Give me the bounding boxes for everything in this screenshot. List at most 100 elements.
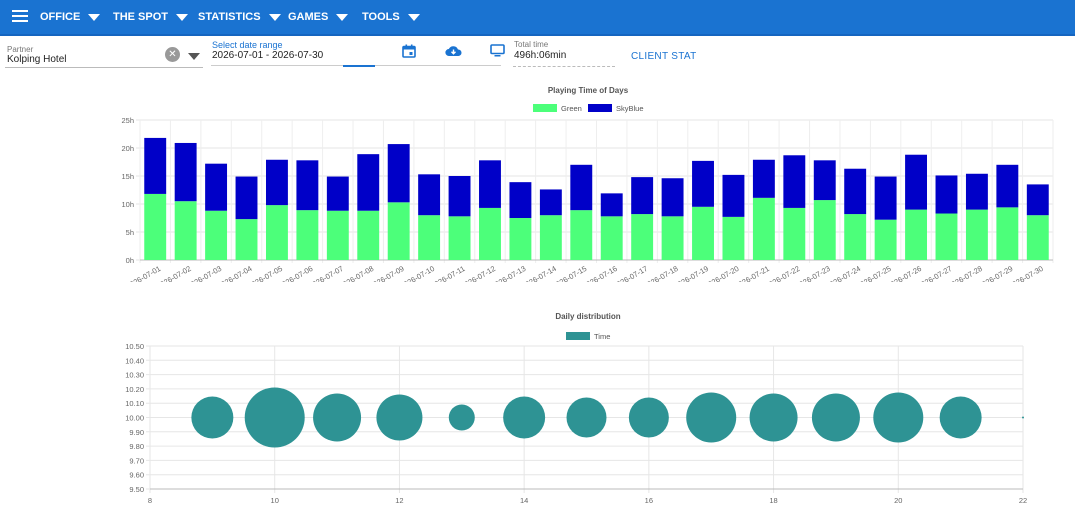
bar-green[interactable]	[722, 216, 745, 260]
bar-skyblue[interactable]	[296, 160, 319, 211]
x-tick-label: 2026-07-22	[764, 264, 802, 282]
bar-skyblue[interactable]	[418, 174, 441, 216]
bar-green[interactable]	[996, 207, 1019, 260]
bubble-point[interactable]	[749, 393, 798, 442]
bubble-point[interactable]	[376, 394, 423, 441]
x-tick-label: 2026-07-14	[520, 264, 558, 282]
bar-green[interactable]	[570, 210, 593, 260]
bar-green[interactable]	[509, 218, 532, 260]
bar-skyblue[interactable]	[631, 177, 654, 215]
nav-item-games[interactable]: GAMES	[288, 0, 349, 34]
bar-skyblue[interactable]	[1026, 184, 1049, 216]
bar-green[interactable]	[174, 201, 197, 260]
bar-skyblue[interactable]	[448, 176, 471, 217]
bar-green[interactable]	[692, 206, 714, 260]
bar-skyblue[interactable]	[235, 176, 258, 220]
bar-green[interactable]	[844, 214, 867, 260]
bar-skyblue[interactable]	[479, 160, 501, 208]
chevron-down-icon[interactable]	[188, 53, 200, 60]
bar-green[interactable]	[1026, 215, 1049, 260]
date-range-input[interactable]: 2026-07-01 - 2026-07-30	[212, 50, 324, 61]
bar-green[interactable]	[661, 216, 684, 260]
cloud-download-icon[interactable]	[445, 45, 462, 57]
bar-skyblue[interactable]	[692, 160, 714, 207]
y-tick-label: 15h	[121, 172, 134, 181]
bar-green[interactable]	[235, 219, 258, 260]
bar-skyblue[interactable]	[752, 159, 775, 198]
client-stat-link[interactable]: CLIENT STAT	[631, 51, 697, 62]
bar-skyblue[interactable]	[661, 178, 684, 217]
bar-green[interactable]	[205, 210, 228, 260]
legend-swatch-skyblue[interactable]	[588, 104, 612, 112]
bar-skyblue[interactable]	[509, 182, 532, 218]
bar-green[interactable]	[752, 197, 775, 260]
bubble-point[interactable]	[191, 396, 234, 439]
bar-green[interactable]	[874, 219, 897, 260]
bar-skyblue[interactable]	[570, 164, 593, 211]
bar-green[interactable]	[357, 210, 380, 260]
bubble-point[interactable]	[811, 393, 860, 442]
bar-skyblue[interactable]	[996, 164, 1019, 208]
bar-skyblue[interactable]	[874, 176, 897, 220]
bar-green[interactable]	[965, 209, 988, 260]
bar-skyblue[interactable]	[905, 154, 928, 210]
legend-label-time[interactable]: Time	[594, 332, 610, 341]
bar-skyblue[interactable]	[174, 142, 197, 202]
bar-green[interactable]	[631, 214, 654, 260]
bar-skyblue[interactable]	[783, 155, 806, 208]
legend-label-green[interactable]: Green	[561, 104, 582, 113]
bar-green[interactable]	[783, 207, 806, 260]
bar-green[interactable]	[387, 202, 410, 260]
bubble-point[interactable]	[686, 392, 737, 443]
bar-green[interactable]	[813, 200, 836, 260]
legend-label-skyblue[interactable]: SkyBlue	[616, 104, 644, 113]
bar-skyblue[interactable]	[935, 175, 958, 214]
bar-green[interactable]	[326, 210, 349, 260]
bubble-point[interactable]	[939, 396, 982, 439]
bar-green[interactable]	[539, 215, 562, 260]
nav-item-the-spot[interactable]: THE SPOT	[113, 0, 189, 34]
bar-skyblue[interactable]	[326, 176, 349, 211]
bar-skyblue[interactable]	[539, 189, 562, 216]
bubble-point[interactable]	[1022, 416, 1024, 419]
bar-skyblue[interactable]	[965, 173, 988, 210]
bubble-point[interactable]	[313, 393, 362, 442]
bubble-point[interactable]	[244, 387, 305, 448]
partner-select[interactable]: Kolping Hotel	[7, 54, 67, 65]
legend-swatch-green[interactable]	[533, 104, 557, 112]
bar-green[interactable]	[265, 205, 288, 260]
legend-swatch-time[interactable]	[566, 332, 590, 340]
bar-green[interactable]	[144, 193, 167, 260]
bar-skyblue[interactable]	[387, 144, 410, 203]
bar-skyblue[interactable]	[265, 159, 288, 206]
bar-green[interactable]	[905, 209, 928, 260]
bar-skyblue[interactable]	[813, 160, 836, 201]
bar-green[interactable]	[418, 215, 441, 260]
bar-green[interactable]	[448, 216, 471, 260]
bar-green[interactable]	[479, 207, 501, 260]
clear-icon[interactable]: ✕	[165, 47, 180, 62]
nav-item-statistics[interactable]: STATISTICS	[198, 0, 281, 34]
nav-item-tools[interactable]: TOOLS	[362, 0, 420, 34]
bar-skyblue[interactable]	[844, 168, 867, 215]
bar-green[interactable]	[935, 213, 958, 260]
y-tick-label: 10.20	[125, 385, 144, 394]
bubble-point[interactable]	[873, 392, 924, 443]
bar-green[interactable]	[600, 216, 623, 260]
bar-skyblue[interactable]	[205, 163, 228, 211]
bubble-point[interactable]	[566, 397, 607, 438]
bar-green[interactable]	[296, 210, 319, 260]
monitor-icon[interactable]	[490, 44, 505, 57]
bubble-point[interactable]	[448, 404, 475, 431]
bar-skyblue[interactable]	[722, 174, 745, 217]
bar-skyblue[interactable]	[144, 137, 167, 194]
y-tick-label: 20h	[121, 144, 134, 153]
bar-skyblue[interactable]	[600, 193, 623, 217]
y-tick-label: 9.70	[129, 456, 144, 465]
nav-item-office[interactable]: OFFICE	[40, 0, 101, 34]
bubble-point[interactable]	[503, 396, 546, 439]
menu-icon[interactable]	[12, 10, 28, 22]
bubble-point[interactable]	[628, 397, 669, 438]
calendar-icon[interactable]	[402, 44, 416, 58]
bar-skyblue[interactable]	[357, 154, 380, 211]
